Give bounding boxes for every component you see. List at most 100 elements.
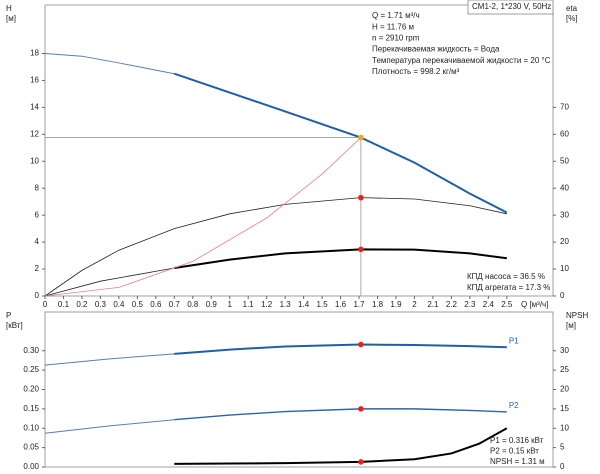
x-axis-label: Q [м³/ч] <box>521 300 548 309</box>
curve <box>174 427 508 465</box>
y-tick-label: 0.15 <box>23 404 39 413</box>
x-tick-label: 1.3 <box>280 300 292 309</box>
operating-point <box>358 406 364 412</box>
y2-tick-label: 50 <box>560 156 569 165</box>
operating-point <box>358 246 364 253</box>
x-tick-label: 2.2 <box>446 300 458 309</box>
y2-tick-label: 70 <box>560 102 569 111</box>
y-tick-label: 0.25 <box>23 365 39 374</box>
y-axis-label: [кВт] <box>6 321 23 330</box>
x-tick-label: 0.4 <box>113 300 125 309</box>
curve-label: P1 <box>509 336 519 345</box>
curve <box>44 353 175 366</box>
y-tick-label: 12 <box>30 129 39 138</box>
efficiency-note: КПД агрегата = 17.3 % <box>467 283 550 292</box>
y2-axis-label: [м] <box>566 321 576 330</box>
chart-title: CM1-2, 1*230 V, 50Hz <box>472 2 551 11</box>
y-tick-label: 0.05 <box>23 443 39 452</box>
x-tick-label: 0.5 <box>132 300 144 309</box>
y-axis-label: P <box>6 311 11 320</box>
operating-point <box>358 341 364 348</box>
y2-tick-label: 5 <box>560 443 565 452</box>
x-tick-label: 0 <box>43 300 48 309</box>
x-tick-label: 2.5 <box>501 300 513 309</box>
x-tick-label: 0.9 <box>206 300 218 309</box>
y-tick-label: 18 <box>30 49 39 58</box>
y-tick-label: 10 <box>30 156 39 165</box>
y-axis-label: H <box>6 4 12 13</box>
annotation: Плотность = 998.2 кг/м³ <box>372 67 460 76</box>
y-axis-label: [м] <box>6 14 16 23</box>
y2-tick-label: 15 <box>560 404 569 413</box>
x-tick-label: 1.7 <box>353 300 365 309</box>
y2-tick-label: 25 <box>560 365 569 374</box>
y2-tick-label: 10 <box>560 264 569 273</box>
annotation: H = 11.76 м <box>372 22 414 31</box>
y-tick-label: 0 <box>35 291 40 300</box>
x-tick-label: 0.3 <box>95 300 107 309</box>
y-tick-label: 14 <box>30 102 39 111</box>
annotation: P2 = 0.15 кВт <box>490 447 539 456</box>
x-tick-label: 2.4 <box>483 300 495 309</box>
operating-point <box>358 134 364 141</box>
x-tick-label: 1.5 <box>317 300 329 309</box>
x-tick-label: 1.4 <box>298 300 310 309</box>
x-tick-label: 0.8 <box>187 300 199 309</box>
curve <box>44 197 507 297</box>
y2-tick-label: 60 <box>560 129 569 138</box>
y-tick-label: 8 <box>35 183 40 192</box>
x-tick-label: 2.3 <box>464 300 476 309</box>
x-tick-label: 1.9 <box>390 300 402 309</box>
y-tick-label: 16 <box>30 76 39 85</box>
y2-tick-label: 0 <box>560 462 565 471</box>
curve <box>44 267 175 297</box>
curve <box>174 343 507 355</box>
x-tick-label: 1 <box>228 300 233 309</box>
x-tick-label: 2.1 <box>427 300 439 309</box>
curve <box>174 248 507 269</box>
y2-axis-label: eta <box>566 4 578 13</box>
y-tick-label: 4 <box>35 237 40 246</box>
curve <box>173 72 508 214</box>
annotation: NPSH = 1.31 м <box>490 457 545 466</box>
y2-tick-label: 0 <box>560 291 565 300</box>
x-tick-label: 1.8 <box>372 300 384 309</box>
y2-tick-label: 20 <box>560 237 569 246</box>
x-tick-label: 1.2 <box>261 300 273 309</box>
operating-point <box>358 194 364 201</box>
x-tick-label: 0.7 <box>169 300 181 309</box>
efficiency-note: КПД насоса = 36.5 % <box>467 272 545 281</box>
title-box <box>467 0 554 15</box>
plot-frame <box>44 4 554 297</box>
x-tick-label: 1.1 <box>243 300 255 309</box>
y-tick-label: 0.20 <box>23 385 39 394</box>
curve <box>44 137 362 297</box>
annotation: Перекачиваемая жидкость = Вода <box>372 45 500 54</box>
curve <box>44 53 175 75</box>
x-tick-label: 0.1 <box>58 300 70 309</box>
annotation: Температура перекачиваемой жидкости = 20… <box>372 56 551 65</box>
y-tick-label: 6 <box>35 210 40 219</box>
annotation: n = 2910 rpm <box>372 34 420 43</box>
x-tick-label: 0.2 <box>76 300 88 309</box>
x-tick-label: 1.6 <box>335 300 347 309</box>
y2-axis-label: [%] <box>566 14 578 23</box>
y2-tick-label: 20 <box>560 385 569 394</box>
x-tick-label: 2 <box>412 300 417 309</box>
y2-axis-label: NPSH <box>566 311 588 320</box>
curve-label: P2 <box>509 401 519 410</box>
annotation: P1 = 0.316 кВт <box>490 436 544 445</box>
y-tick-label: 2 <box>35 264 40 273</box>
curve <box>174 408 507 421</box>
operating-point <box>358 459 364 465</box>
y-tick-label: 0.10 <box>23 423 39 432</box>
y2-tick-label: 10 <box>560 423 569 432</box>
y2-tick-label: 40 <box>560 183 569 192</box>
y-tick-label: 0.00 <box>23 462 39 471</box>
x-tick-label: 0.6 <box>150 300 162 309</box>
y2-tick-label: 30 <box>560 346 569 355</box>
y2-tick-label: 30 <box>560 210 569 219</box>
curve <box>44 419 175 434</box>
annotation: Q = 1.71 м³/ч <box>372 11 420 20</box>
